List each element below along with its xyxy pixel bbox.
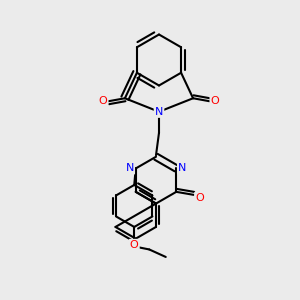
Text: O: O: [195, 193, 204, 203]
Text: O: O: [130, 240, 139, 250]
Text: N: N: [178, 164, 187, 173]
Text: O: O: [99, 96, 107, 106]
Text: O: O: [211, 96, 219, 106]
Text: N: N: [155, 107, 163, 117]
Text: N: N: [125, 164, 134, 173]
